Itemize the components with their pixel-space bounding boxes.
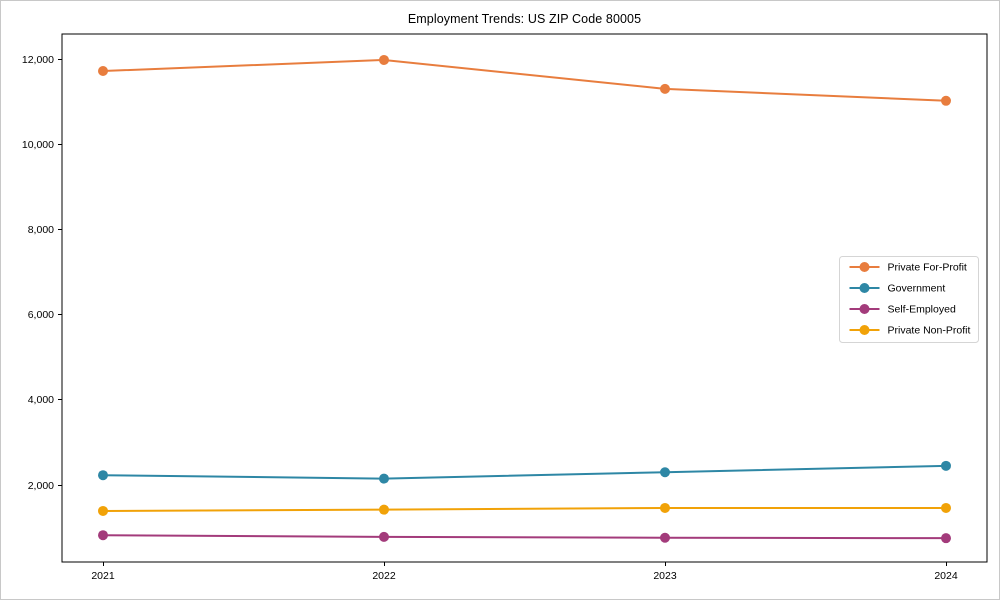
- legend-entry: Self-Employed: [849, 304, 956, 316]
- legend-marker: [859, 325, 870, 335]
- data-point: [660, 467, 670, 478]
- legend-entry: Private For-Profit: [849, 262, 967, 274]
- legend-entry: Government: [849, 283, 946, 295]
- data-point: [660, 532, 670, 543]
- plot-border: [61, 33, 988, 563]
- data-point: [660, 502, 670, 513]
- data-point: [98, 530, 108, 541]
- data-point: [941, 460, 951, 471]
- x-axis-tick-label: 2021: [91, 570, 115, 582]
- legend-label: Private Non-Profit: [888, 325, 971, 337]
- series-line-self-employed: [102, 534, 947, 540]
- series-line-private-for-profit: [102, 58, 947, 102]
- legend-entry: Private Non-Profit: [849, 325, 971, 337]
- data-point: [379, 531, 389, 542]
- legend-marker: [859, 304, 870, 314]
- data-point: [98, 505, 108, 516]
- x-axis-tick-label: 2022: [372, 570, 396, 582]
- data-point: [660, 83, 670, 94]
- y-axis-tick-label: 6,000: [28, 309, 54, 321]
- legend-marker: [859, 283, 870, 293]
- y-axis-tick-label: 12,000: [22, 54, 54, 66]
- legend-label: Private For-Profit: [888, 262, 967, 274]
- series-line-government: [102, 464, 947, 480]
- data-point: [941, 502, 951, 513]
- y-axis-tick-label: 10,000: [22, 139, 54, 151]
- data-point: [98, 66, 108, 77]
- y-axis-tick-label: 8,000: [28, 224, 54, 236]
- data-point: [379, 473, 389, 484]
- series-line-private-non-profit: [102, 506, 947, 512]
- legend-marker: [859, 262, 870, 272]
- legend-label: Government: [888, 283, 946, 295]
- y-axis-tick-label: 2,000: [28, 480, 54, 492]
- legend-label: Self-Employed: [888, 304, 956, 316]
- data-point: [379, 54, 389, 65]
- data-point: [379, 504, 389, 515]
- data-point: [941, 95, 951, 106]
- x-axis-tick-label: 2024: [934, 570, 958, 582]
- data-point: [98, 470, 108, 481]
- chart-title: Employment Trends: US ZIP Code 80005: [407, 12, 642, 26]
- x-axis-tick-label: 2023: [653, 570, 677, 582]
- y-axis-tick-label: 4,000: [28, 394, 54, 406]
- legend-box: [839, 256, 979, 343]
- data-point: [941, 533, 951, 544]
